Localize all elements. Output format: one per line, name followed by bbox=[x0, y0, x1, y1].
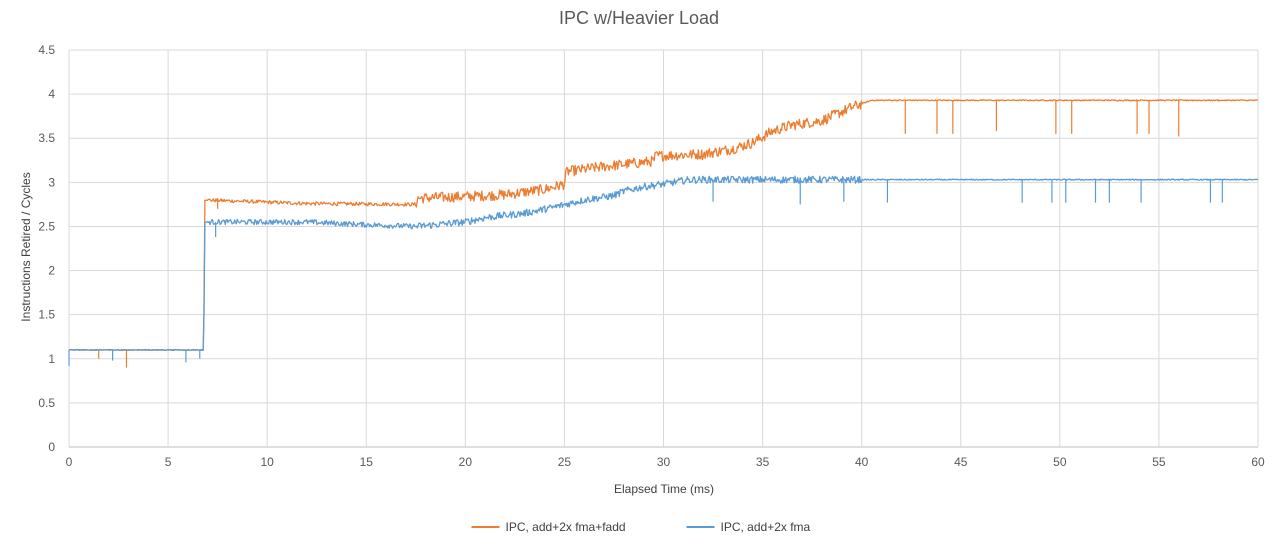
x-tick-label: 5 bbox=[165, 455, 172, 469]
x-tick-label: 50 bbox=[1053, 455, 1067, 469]
x-tick-label: 55 bbox=[1152, 455, 1166, 469]
x-tick-label: 30 bbox=[657, 455, 671, 469]
x-tick-label: 15 bbox=[360, 455, 374, 469]
x-axis-label: Elapsed Time (ms) bbox=[614, 482, 714, 496]
legend-label: IPC, add+2x fma+fadd bbox=[506, 520, 626, 534]
x-tick-label: 0 bbox=[66, 455, 73, 469]
y-tick-label: 2.5 bbox=[38, 219, 55, 233]
series-line bbox=[68, 99, 1258, 352]
y-tick-label: 0.5 bbox=[38, 396, 55, 410]
tick-labels: 0 0.5 1 1.5 2 2.5 3 3.5 4 4.5 0 5 10 15 20 25 30 35 40 45 50… bbox=[38, 43, 1265, 469]
y-tick-label: 3 bbox=[48, 175, 55, 189]
series-line bbox=[68, 175, 1259, 352]
y-tick-label: 1.5 bbox=[38, 308, 55, 322]
series-lines bbox=[68, 99, 1259, 368]
legend: IPC, add+2x fma+fadd IPC, add+2x fma bbox=[471, 520, 811, 534]
y-tick-label: 2 bbox=[48, 264, 55, 278]
grid-lines bbox=[68, 49, 1259, 448]
y-tick-label: 0 bbox=[48, 440, 55, 454]
y-tick-label: 3.5 bbox=[38, 131, 55, 145]
y-axis-label: Instructions Retired / Cycles bbox=[19, 172, 33, 321]
y-tick-label: 1 bbox=[48, 352, 55, 366]
x-tick-label: 45 bbox=[954, 455, 968, 469]
y-tick-label: 4.5 bbox=[38, 43, 55, 57]
x-tick-label: 35 bbox=[756, 455, 770, 469]
x-tick-label: 60 bbox=[1251, 455, 1265, 469]
chart-title: IPC w/Heavier Load bbox=[559, 8, 719, 28]
y-tick-label: 4 bbox=[48, 87, 55, 101]
x-tick-label: 25 bbox=[558, 455, 572, 469]
x-tick-label: 10 bbox=[260, 455, 274, 469]
legend-label: IPC, add+2x fma bbox=[721, 520, 811, 534]
x-tick-label: 20 bbox=[459, 455, 473, 469]
x-tick-label: 40 bbox=[855, 455, 869, 469]
